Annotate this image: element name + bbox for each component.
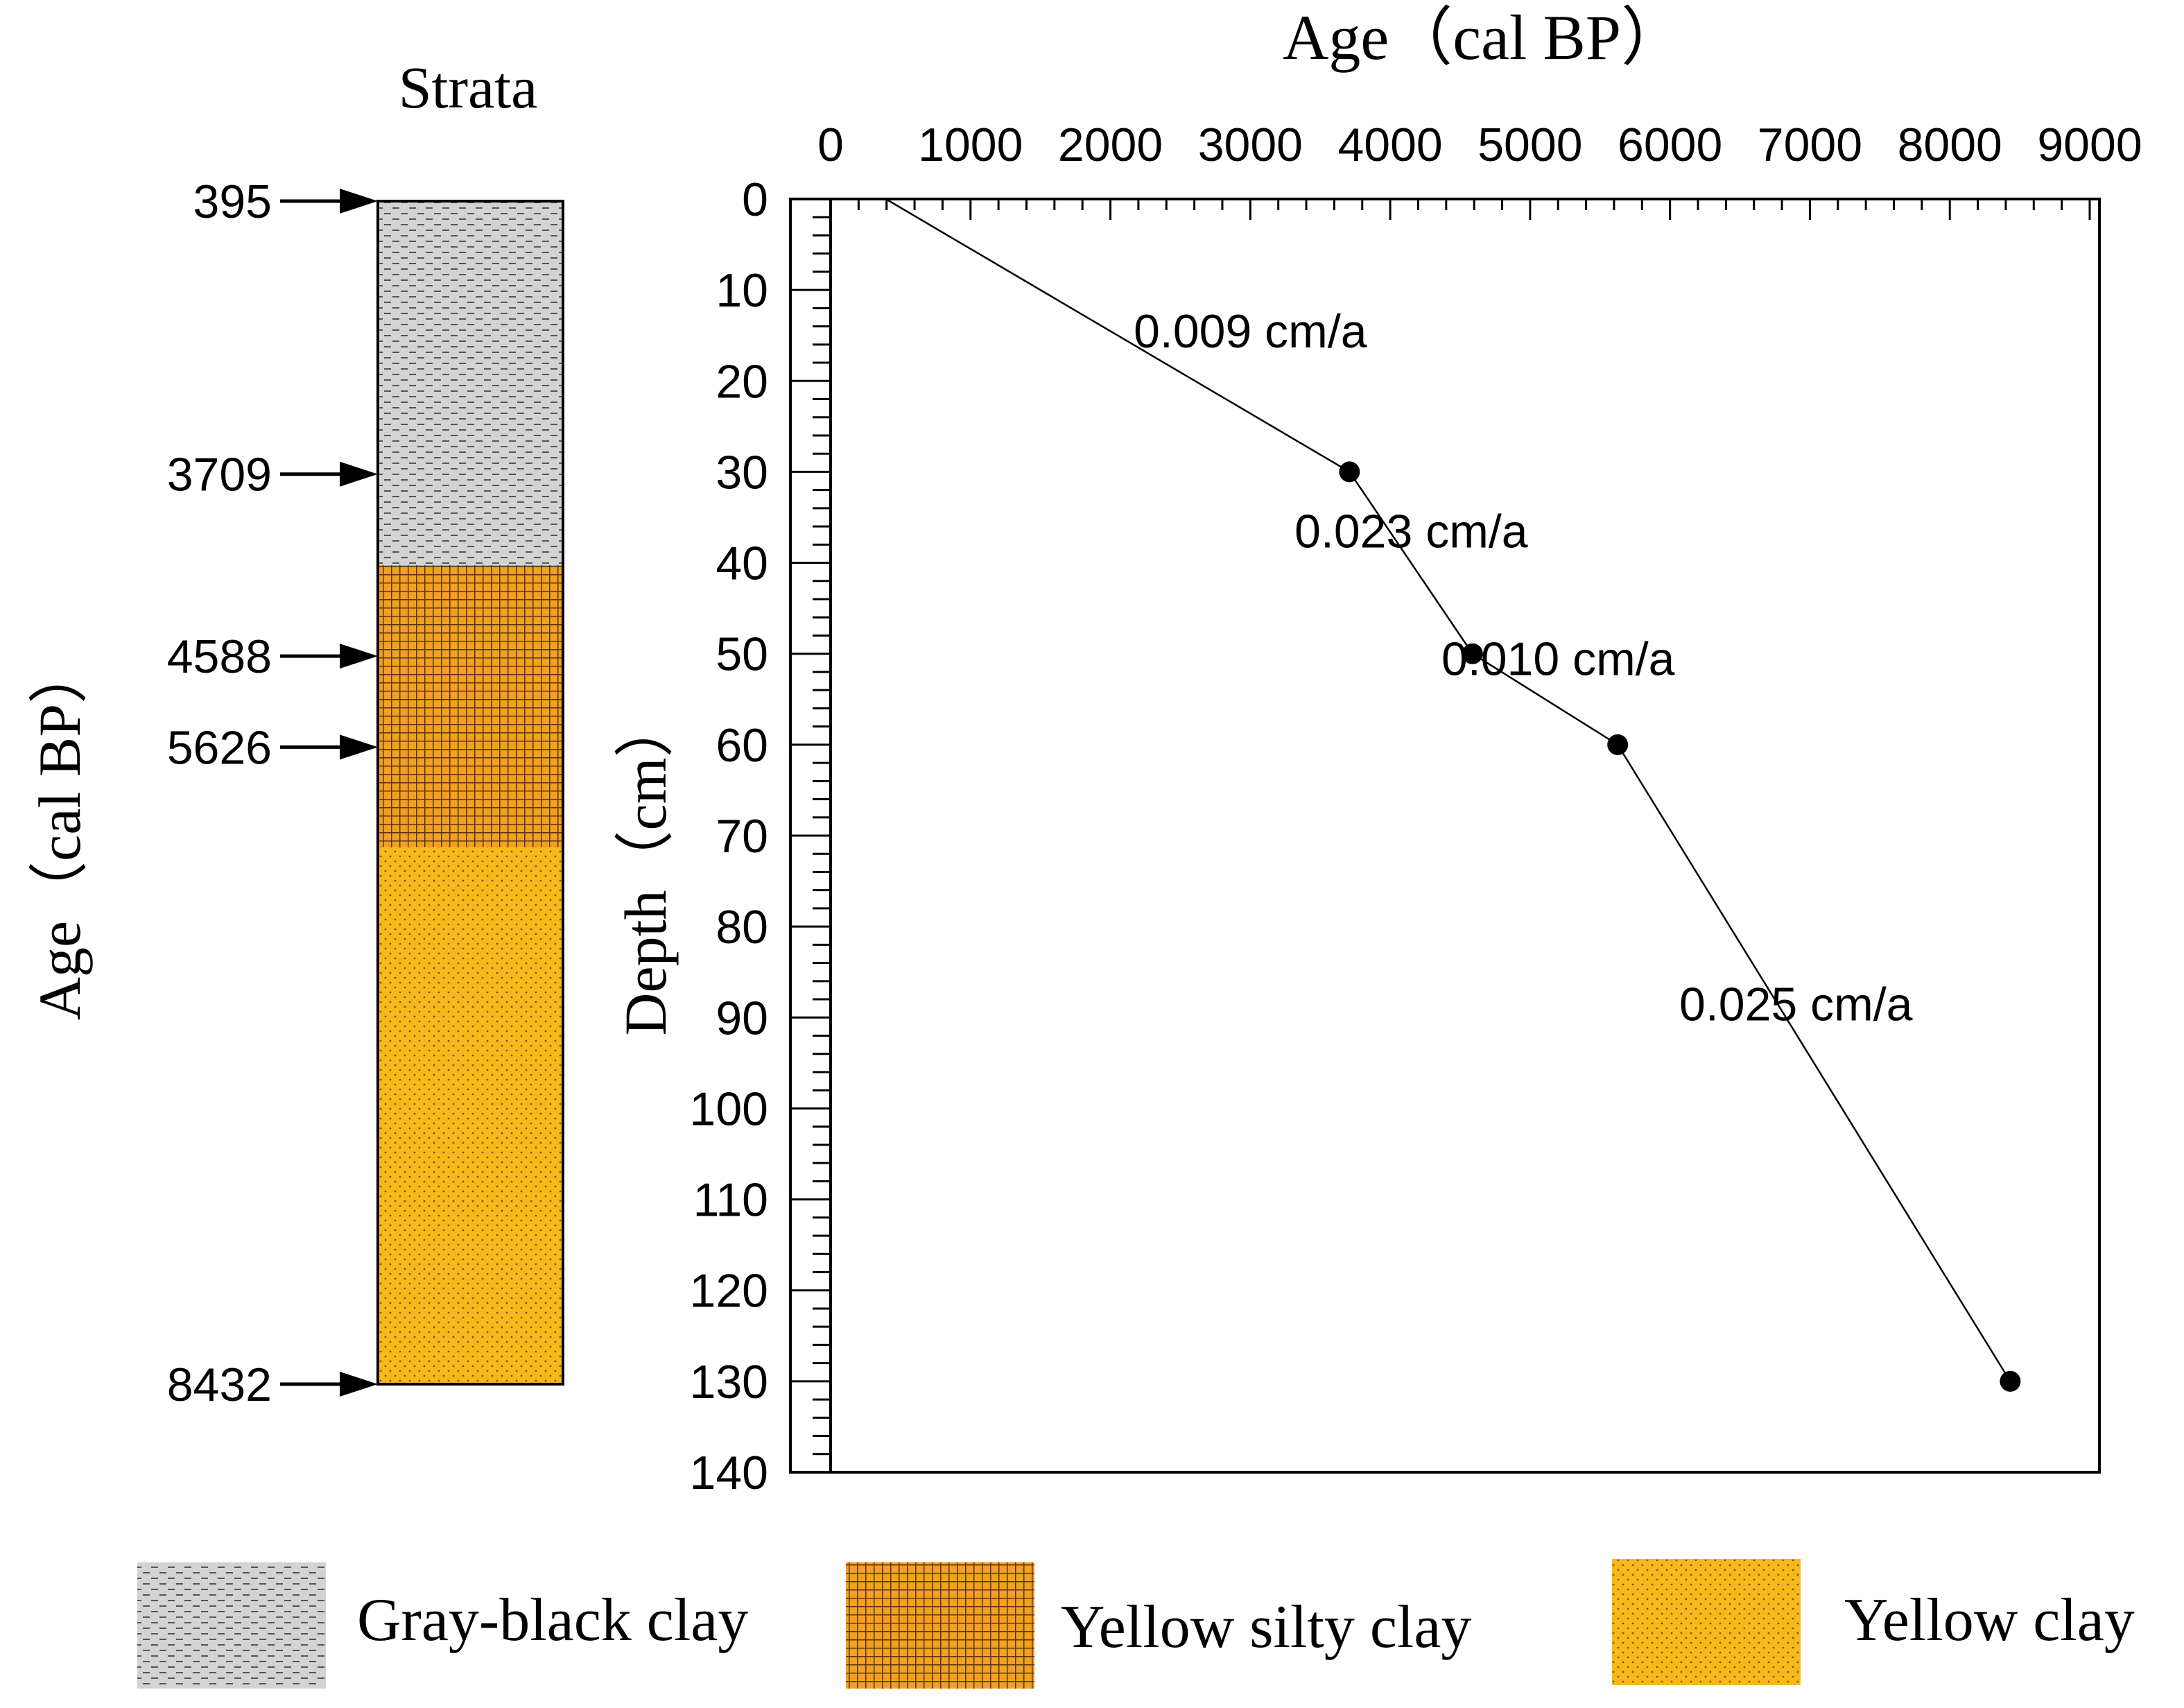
- age-marker-arrow-head: [340, 461, 378, 487]
- strata-layer: [378, 847, 563, 1384]
- rate-labels: 0.009 cm/a 0.023 cm/a 0.010 cm/a 0.025 cm/a: [1134, 305, 1913, 1030]
- x-axis: 0 1000 2000 3000 4000 5000 6000 7000 8000 9000: [817, 119, 2142, 220]
- x-tick-label: 5000: [1477, 119, 1582, 171]
- y-tick-label: 130: [690, 1356, 768, 1408]
- x-tick-label: 4000: [1337, 119, 1442, 171]
- x-tick-label: 3000: [1198, 119, 1303, 171]
- strata-layer: [378, 564, 563, 847]
- age-marker-arrow-head: [340, 734, 378, 760]
- strata-title: Strata: [399, 54, 538, 121]
- sedimentation-rate-label: 0.009 cm/a: [1134, 305, 1367, 358]
- legend-label: Yellow silty clay: [1061, 1594, 1471, 1661]
- x-axis-title: Age（cal BP）: [1283, 2, 1685, 73]
- x-tick-label: 1000: [918, 119, 1023, 171]
- y-tick-label: 100: [690, 1082, 768, 1135]
- y-tick-label: 10: [716, 264, 768, 317]
- strata-frame: [376, 200, 564, 1386]
- y-axis-title: Depth（cm）: [612, 698, 679, 1035]
- y-tick-label: 20: [716, 355, 768, 408]
- y-tick-label: 0: [742, 173, 768, 226]
- x-tick-label: 9000: [2037, 119, 2142, 171]
- age-marker-label: 4588: [167, 630, 272, 683]
- y-tick-label: 60: [716, 719, 768, 772]
- y-tick-label: 30: [716, 446, 768, 499]
- legend-swatch-yellow: [1612, 1559, 1801, 1685]
- y-tick-label: 50: [716, 628, 768, 681]
- sedimentation-rate-label: 0.010 cm/a: [1441, 632, 1675, 685]
- y-tick-label: 140: [690, 1447, 768, 1499]
- dated-point: [1339, 461, 1360, 483]
- age-marker-arrow-head: [340, 644, 378, 669]
- legend-swatch-gray: [137, 1562, 326, 1689]
- legend-label: Yellow clay: [1844, 1587, 2135, 1654]
- dated-point: [2000, 1370, 2021, 1392]
- y-tick-label: 120: [690, 1265, 768, 1318]
- y-tick-label: 90: [716, 992, 768, 1044]
- x-tick-label: 6000: [1618, 119, 1722, 171]
- strata-layer: [378, 201, 563, 565]
- plot-frame: [789, 198, 2101, 1474]
- age-depth-series: [885, 198, 2021, 1392]
- age-marker-arrow-head: [340, 189, 378, 214]
- legend-item-yellow-silty-clay: Yellow silty clay: [846, 1562, 1471, 1689]
- strata-axis-label: Age（cal BP）: [26, 644, 93, 1020]
- age-marker-label: 5626: [167, 721, 272, 774]
- dated-point: [1607, 734, 1629, 755]
- x-tick-label: 7000: [1758, 119, 1862, 171]
- strata-column: Strata 395 3709 4588 5626 8432 Age（cal BP）: [26, 54, 564, 1411]
- sedimentation-rate-label: 0.025 cm/a: [1679, 978, 1913, 1031]
- age-marker-arrow-head: [340, 1372, 378, 1397]
- legend-label: Gray-black clay: [357, 1587, 748, 1654]
- x-tick-label: 8000: [1898, 119, 2002, 171]
- age-marker-label: 395: [193, 175, 272, 228]
- strata-age-markers: 395 3709 4588 5626 8432: [167, 175, 378, 1411]
- age-marker-label: 3709: [167, 449, 272, 501]
- legend-swatch-brown: [846, 1562, 1034, 1689]
- dated-point: [1462, 643, 1483, 664]
- y-axis: 0 10 20 30 40 50 60 70 80 90 100 110 120 130 140: [690, 173, 832, 1499]
- age-depth-line: [885, 198, 2011, 1382]
- legend-item-yellow-clay: Yellow clay: [1612, 1559, 2135, 1685]
- x-tick-label: 2000: [1058, 119, 1163, 171]
- legend-item-gray-black-clay: Gray-black clay: [137, 1562, 748, 1689]
- y-tick-label: 110: [693, 1174, 768, 1227]
- y-tick-label: 80: [716, 901, 768, 954]
- age-marker-label: 8432: [167, 1358, 272, 1411]
- y-tick-label: 70: [716, 810, 768, 863]
- y-tick-label: 40: [716, 537, 768, 590]
- strata-layers: [378, 201, 563, 1384]
- legend: Gray-black clay Yellow silty clay Yellow…: [137, 1559, 2135, 1689]
- x-tick-label: 0: [817, 119, 844, 171]
- age-depth-chart: Age（cal BP） Depth（cm） 0 1000 2000 3000 4000 5…: [612, 2, 2142, 1499]
- sedimentation-rate-label: 0.023 cm/a: [1294, 506, 1528, 558]
